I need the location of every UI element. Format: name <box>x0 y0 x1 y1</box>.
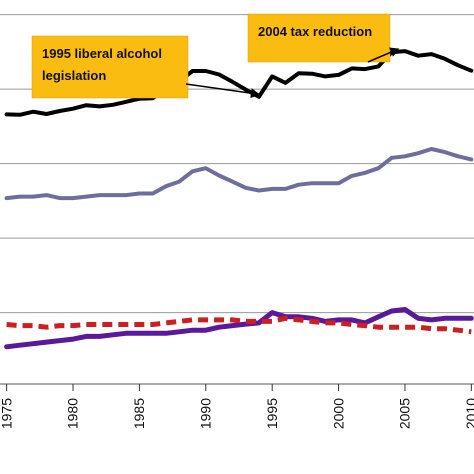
annotation-text: 2004 tax reduction <box>258 24 372 39</box>
x-tick-label: 1985 <box>131 398 147 429</box>
x-tick-label: 1980 <box>65 398 81 429</box>
x-tick-label: 2000 <box>330 398 346 429</box>
series-line-2 <box>4 307 474 350</box>
x-tick-label: 1995 <box>264 398 280 429</box>
annotation-arrow <box>367 47 400 63</box>
annotation-text: 1995 liberal alcohol <box>42 46 162 61</box>
annotation-arrow <box>185 83 260 99</box>
x-tick-label: 2010 <box>463 398 474 429</box>
series-line-1 <box>4 147 474 201</box>
x-tick-label: 1990 <box>198 398 214 429</box>
annotations: 1995 liberal alcohol legislation 2004 tax … <box>31 13 400 99</box>
x-axis-ticks: 1975 1980 1985 1990 1995 2000 2005 2010 <box>0 384 474 429</box>
series-line-3 <box>6 315 472 335</box>
annotation-box <box>247 13 391 63</box>
x-tick-label: 1975 <box>0 398 14 429</box>
x-tick-label: 2005 <box>397 398 413 429</box>
annotation-box <box>31 35 189 99</box>
annotation-text: legislation <box>42 68 106 83</box>
